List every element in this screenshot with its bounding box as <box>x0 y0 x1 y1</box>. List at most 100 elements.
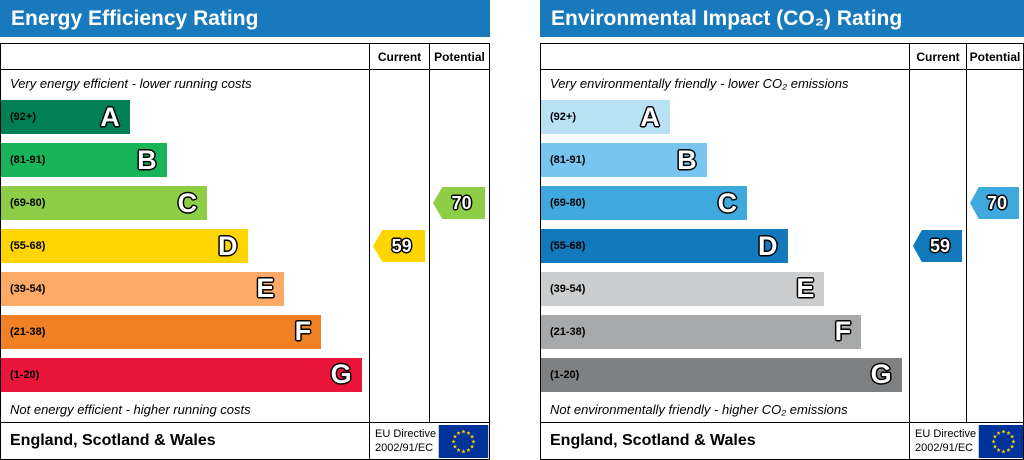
rating-bands: (92+) A (81-91) B (69-80) C <box>1 96 369 396</box>
band-letter: C <box>177 187 198 218</box>
top-caption: Very energy efficient - lower running co… <box>10 75 252 91</box>
potential-column: 70 <box>966 70 1023 422</box>
current-column-header: Current <box>909 44 966 69</box>
band-letter: B <box>677 144 697 175</box>
eu-directive-box: EU Directive 2002/91/EC ★ ★ ★ ★ ★ ★ ★ ★ … <box>909 423 1023 459</box>
svg-text:★: ★ <box>456 447 461 454</box>
band-range-label: (1-20) <box>550 368 580 381</box>
potential-column-header: Potential <box>966 44 1023 69</box>
svg-text:★: ★ <box>470 443 475 450</box>
band-row: (55-68) D <box>541 225 909 268</box>
svg-text:★: ★ <box>452 443 457 450</box>
band-letter: D <box>218 230 238 261</box>
band-range-label: (81-91) <box>10 154 46 167</box>
band-row: (39-54) E <box>541 267 909 310</box>
band-range-label: (39-54) <box>550 282 586 295</box>
svg-text:★: ★ <box>461 428 466 435</box>
band-range-label: (81-91) <box>550 154 586 167</box>
svg-text:★: ★ <box>1001 448 1006 455</box>
potential-column-header: Potential <box>429 44 489 69</box>
eu-directive-label: EU Directive 2002/91/EC <box>375 427 436 456</box>
band-row: (69-80) C <box>541 182 909 225</box>
current-rating-arrow: 59 <box>913 230 962 262</box>
energy-rating-table: Current Potential Very energy efficient … <box>0 43 490 460</box>
potential-rating-value: 70 <box>451 193 472 213</box>
svg-text:★: ★ <box>1006 429 1011 436</box>
svg-text:★: ★ <box>456 429 461 436</box>
rating-body: Very environmentally friendly - lower CO… <box>541 70 1023 422</box>
svg-text:★: ★ <box>466 447 471 454</box>
environmental-impact-rating-panel: Environmental Impact (CO₂) Rating Curren… <box>540 0 1024 460</box>
svg-text:★: ★ <box>452 433 457 440</box>
footer-row: England, Scotland & Wales EU Directive 2… <box>541 422 1023 459</box>
band-range-label: (69-80) <box>550 197 586 210</box>
current-column: 59 <box>369 70 429 422</box>
bottom-caption: Not energy efficient - higher running co… <box>10 401 251 417</box>
band-range-label: (92+) <box>550 111 576 124</box>
band-letter: F <box>294 316 312 347</box>
band-c: (69-80) C <box>1 186 208 221</box>
rating-bands: (92+) A (81-91) B (69-80) C <box>541 96 909 396</box>
eu-directive-line2: 2002/91/EC <box>375 442 434 454</box>
band-a: (92+) A <box>541 100 670 135</box>
band-f: (21-38) F <box>1 314 322 349</box>
co2-panel-title: Environmental Impact (CO₂) Rating <box>540 0 1024 37</box>
svg-text:★: ★ <box>1011 438 1016 445</box>
header-spacer <box>541 44 909 69</box>
band-letter: E <box>256 273 275 304</box>
eu-directive-label: EU Directive 2002/91/EC <box>915 427 976 456</box>
band-letter: C <box>717 187 738 218</box>
band-e: (39-54) E <box>1 271 285 306</box>
svg-text:★: ★ <box>451 438 456 445</box>
band-g: (1-20) G <box>541 357 902 392</box>
band-b: (81-91) B <box>541 143 707 178</box>
band-row: (92+) A <box>541 96 909 139</box>
bands-area: Very energy efficient - lower running co… <box>1 70 369 422</box>
top-caption: Very environmentally friendly - lower CO… <box>550 75 849 91</box>
svg-text:★: ★ <box>471 438 476 445</box>
potential-rating-value: 70 <box>987 193 1008 213</box>
band-g: (1-20) G <box>1 357 362 392</box>
current-rating-value: 59 <box>391 236 412 256</box>
band-row: (21-38) F <box>541 310 909 353</box>
band-range-label: (55-68) <box>550 240 586 252</box>
current-column-header: Current <box>369 44 429 69</box>
svg-text:★: ★ <box>996 429 1001 436</box>
band-letter: A <box>100 101 120 132</box>
band-row: (1-20) G <box>541 353 909 396</box>
eu-directive-box: EU Directive 2002/91/EC ★ ★ ★ ★ ★ ★ ★ ★ … <box>369 423 489 459</box>
column-header-row: Current Potential <box>1 44 489 70</box>
bands-area: Very environmentally friendly - lower CO… <box>541 70 909 422</box>
band-d: (55-68) D <box>1 229 248 263</box>
band-row: (81-91) B <box>541 139 909 182</box>
band-f: (21-38) F <box>541 314 862 349</box>
band-letter: D <box>758 230 778 261</box>
energy-efficiency-rating-panel: Energy Efficiency Rating Current Potenti… <box>0 0 490 460</box>
rating-body: Very energy efficient - lower running co… <box>1 70 489 422</box>
eu-flag-stars: ★ ★ ★ ★ ★ ★ ★ ★ ★ ★ ★ ★ <box>451 428 476 455</box>
region-label: England, Scotland & Wales <box>10 432 216 449</box>
band-letter: A <box>640 101 660 132</box>
potential-column: 70 <box>429 70 489 422</box>
svg-text:★: ★ <box>991 438 996 445</box>
svg-text:★: ★ <box>461 448 466 455</box>
potential-rating-arrow: 70 <box>433 187 485 219</box>
band-range-label: (21-38) <box>10 325 46 338</box>
eu-directive-line2: 2002/91/EC <box>915 442 974 454</box>
band-row: (1-20) G <box>1 353 369 396</box>
eu-flag-icon: ★ ★ ★ ★ ★ ★ ★ ★ ★ ★ ★ ★ <box>978 424 1023 458</box>
current-rating-value: 59 <box>930 236 951 256</box>
band-a: (92+) A <box>1 100 130 135</box>
band-range-label: (92+) <box>10 111 36 124</box>
region-label: England, Scotland & Wales <box>550 432 756 449</box>
svg-text:★: ★ <box>992 443 997 450</box>
footer-row: England, Scotland & Wales EU Directive 2… <box>1 422 489 459</box>
band-range-label: (55-68) <box>10 240 46 252</box>
svg-text:★: ★ <box>996 447 1001 454</box>
band-range-label: (21-38) <box>550 325 586 338</box>
band-letter: F <box>834 316 852 347</box>
potential-rating-arrow: 70 <box>970 187 1019 219</box>
svg-text:★: ★ <box>466 429 471 436</box>
header-spacer <box>1 44 369 69</box>
svg-text:★: ★ <box>1001 428 1006 435</box>
